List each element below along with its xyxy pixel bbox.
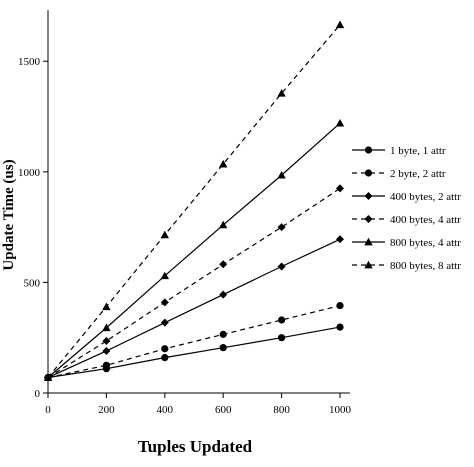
data-point — [336, 302, 344, 310]
series-line — [47, 305, 341, 379]
data-point — [277, 223, 286, 232]
legend-label: 400 bytes, 2 attr — [390, 191, 461, 203]
data-point — [43, 373, 53, 381]
data-point — [102, 337, 111, 346]
data-point — [102, 346, 111, 355]
legend-swatch-marker — [364, 192, 373, 200]
series-line — [47, 326, 341, 379]
series-markers — [43, 20, 345, 382]
y-axis-title: Update Time (us) — [1, 159, 17, 270]
legend-swatch-marker — [364, 146, 373, 154]
legend-swatch-marker — [364, 215, 373, 223]
legend-label: 1 byte, 1 attr — [390, 145, 446, 157]
y-tick-label: 500 — [24, 277, 41, 289]
data-point — [219, 260, 228, 269]
data-point — [219, 159, 228, 168]
data-point — [219, 290, 228, 299]
data-point — [277, 170, 286, 179]
data-point — [335, 20, 345, 29]
legend-label: 2 byte, 2 attr — [390, 168, 446, 180]
data-point — [161, 354, 169, 362]
data-point — [278, 334, 286, 342]
series-line — [47, 24, 341, 378]
legend-swatch-marker — [364, 237, 373, 246]
x-tick-label: 800 — [273, 404, 290, 416]
x-tick-label: 600 — [215, 404, 232, 416]
data-point — [336, 235, 344, 244]
data-point — [160, 271, 169, 280]
legend-label: 400 bytes, 4 attr — [390, 214, 461, 226]
legend: 1 byte, 1 attr 2 byte, 2 attr 400 bytes, 2… — [352, 145, 461, 272]
data-point — [277, 89, 286, 97]
data-point — [219, 330, 227, 338]
legend-label: 800 bytes, 8 attr — [390, 260, 461, 272]
axis-ticks: 0 200 400 600 800 1000 0 500 1000 1500 — [18, 56, 352, 416]
data-point — [277, 262, 286, 271]
data-point — [219, 344, 227, 352]
series-line — [47, 122, 341, 378]
legend-swatch-marker — [364, 169, 373, 177]
x-tick-label: 1000 — [329, 404, 352, 416]
legend-swatch-marker — [364, 260, 373, 269]
y-tick-label: 0 — [35, 388, 41, 400]
data-point — [278, 316, 286, 324]
x-tick-label: 200 — [98, 404, 115, 416]
y-tick-label: 1000 — [18, 167, 41, 179]
data-point — [160, 230, 169, 239]
axes — [47, 10, 350, 394]
series-lines — [47, 24, 341, 379]
data-point — [161, 345, 169, 353]
data-point — [336, 184, 344, 193]
x-tick-label: 0 — [45, 404, 51, 416]
series-line — [47, 187, 341, 379]
data-point — [336, 323, 344, 331]
x-axis-title: Tuples Updated — [138, 437, 253, 456]
data-point — [102, 323, 111, 332]
data-point — [335, 118, 345, 127]
data-point — [102, 361, 110, 369]
data-point — [102, 302, 111, 311]
x-tick-label: 400 — [157, 404, 174, 416]
data-point — [160, 318, 169, 327]
legend-label: 800 bytes, 4 attr — [390, 237, 461, 249]
data-point — [219, 220, 228, 229]
series-line — [47, 238, 341, 379]
y-tick-label: 1500 — [18, 56, 41, 68]
data-point — [160, 298, 169, 307]
